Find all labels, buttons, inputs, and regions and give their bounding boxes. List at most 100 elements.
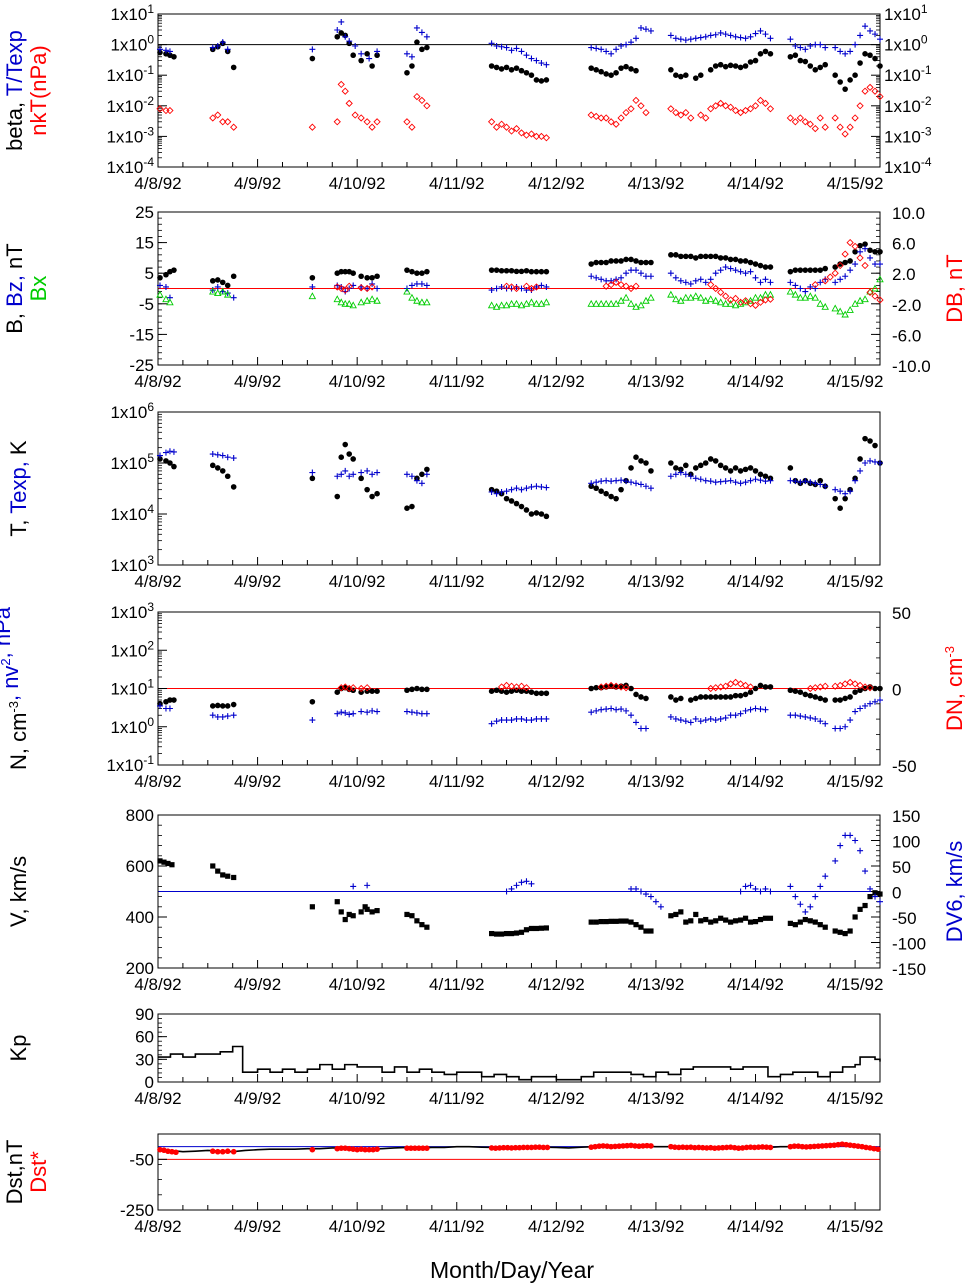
data-point-dot [528,689,535,696]
data-point-plus [588,480,595,487]
data-point-diamond [851,114,859,122]
data-point-plus [633,719,640,726]
data-point-dot [727,468,734,474]
x-tick-label: 4/14/92 [727,372,784,391]
data-point-dot [508,67,515,73]
data-point-plus [413,24,420,31]
data-point-plus [727,477,734,484]
data-point-plus [593,707,600,714]
data-point-dot [757,682,764,689]
data-point-plus [747,882,754,889]
data-point-diamond [637,102,645,110]
data-point-diamond [357,684,365,693]
data-point-dot [219,279,226,286]
data-point-dot [697,694,704,700]
data-point-plus [338,18,345,25]
data-point-plus [488,40,495,47]
data-point-dot [732,692,739,699]
data-point-plus [847,717,854,724]
data-point-dot [533,690,540,697]
data-point-dot [416,1145,422,1151]
series-0 [157,682,883,709]
x-tick-label: 4/9/92 [234,572,281,591]
data-point-diamond [345,99,353,108]
data-point-plus [366,55,373,62]
data-point-diamond [517,129,526,137]
x-tick-label: 4/11/92 [429,372,484,391]
data-point-plus [812,715,819,722]
data-point-dot [513,500,520,507]
panel-frame [157,411,881,566]
data-point-dot [503,689,510,696]
data-point-dot [875,1146,881,1152]
data-point-dot [719,1144,726,1151]
y-tick-label: 90 [135,1005,154,1024]
data-point-dot [802,267,809,273]
data-point-dot [543,513,550,520]
x-tick-label: 4/9/92 [234,1217,281,1236]
data-point-dot [673,697,679,703]
data-point-plus [543,484,550,491]
data-point-diamond [337,284,345,293]
data-point-dot [171,53,177,60]
data-point-plus [224,454,231,461]
data-point-plus [403,471,410,478]
data-point-dot [408,1145,414,1151]
data-point-diamond [502,282,511,290]
data-point-dot [643,460,649,466]
data-point-plus [752,30,759,37]
y-tick-label: -250 [120,1201,154,1220]
data-point-square [533,925,540,932]
data-point-plus [518,48,525,55]
data-point-plus [219,452,226,459]
data-point-plus [166,705,173,712]
data-point-square [757,916,764,923]
data-point-triangle [602,299,610,307]
data-point-plus [692,715,699,722]
data-point-dot [538,511,545,517]
data-point-dot [608,72,614,78]
data-point-plus [342,709,349,716]
data-point-dot [683,462,689,469]
data-point-triangle [597,299,605,307]
data-point-plus [508,47,515,54]
data-point-plus [797,479,804,486]
data-point-dot [803,1144,810,1150]
data-point-plus [767,35,774,42]
data-point-diamond [349,684,357,692]
data-point-dot [722,694,729,700]
data-point-plus [742,883,749,890]
data-point-dot [695,1144,702,1151]
data-point-plus [792,478,799,485]
data-point-dot [699,1144,706,1151]
data-point-plus [533,57,540,64]
data-point-plus [757,279,764,286]
data-point-dot [762,684,769,690]
data-point-plus [513,485,520,492]
data-point-triangle [801,293,810,301]
data-point-plus [598,46,605,53]
data-point-dot [643,259,649,266]
data-point-plus [493,285,500,292]
data-point-plus [637,270,644,277]
data-point-triangle [423,298,431,306]
data-point-plus [214,43,221,50]
data-point-dot [711,1145,718,1151]
data-point-plus [423,710,430,717]
data-point-plus [717,267,724,274]
data-point-dot [230,484,237,490]
data-point-square [342,916,348,923]
data-point-square [767,915,774,921]
data-point-dot [374,1146,380,1152]
data-point-plus [358,469,365,476]
panel-temp: 4/8/92 4/9/92 4/10/92 4/11/92 4/12/92 4/13/92… [6,400,883,591]
data-point-square [742,915,749,921]
data-point-dot [791,1143,798,1149]
data-point-plus [817,481,824,488]
series-1 [156,448,883,497]
data-point-triangle [349,301,357,309]
data-point-diamond [337,684,345,692]
data-point-dot [832,72,838,78]
data-point-plus [787,36,794,43]
data-point-plus [832,44,839,51]
